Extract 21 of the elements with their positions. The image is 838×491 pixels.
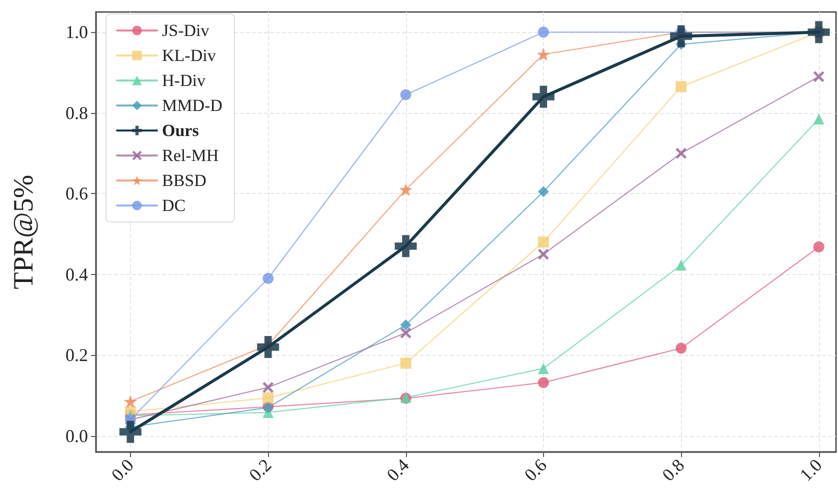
legend-label: Rel-MH: [162, 146, 219, 165]
y-tick-label: 0.2: [66, 345, 88, 366]
y-tick-label: 0.0: [66, 426, 88, 446]
legend-label: BBSD: [162, 171, 206, 190]
legend-label: JS-Div: [162, 21, 210, 40]
y-tick-label: 0.4: [66, 264, 88, 284]
x-tick-label: 0.0: [107, 454, 138, 485]
x-tick-label: 0.6: [520, 454, 551, 485]
x-tick-label: 0.4: [382, 454, 413, 485]
x-tick-label: 1.0: [796, 454, 826, 485]
legend-label: DC: [162, 196, 186, 215]
legend-label: KL-Div: [162, 46, 216, 65]
x-tick-label: 0.2: [245, 454, 276, 485]
legend-label: MMD-D: [162, 96, 222, 115]
y-tick-label: 1.0: [66, 22, 88, 42]
y-tick-label: 0.6: [66, 184, 88, 204]
y-axis-title: TPR@5%: [8, 174, 40, 290]
x-tick-label: 0.8: [658, 454, 688, 485]
y-tick-label: 0.8: [66, 102, 88, 123]
legend-label: Ours: [162, 121, 200, 140]
legend-label: H-Div: [162, 71, 206, 90]
